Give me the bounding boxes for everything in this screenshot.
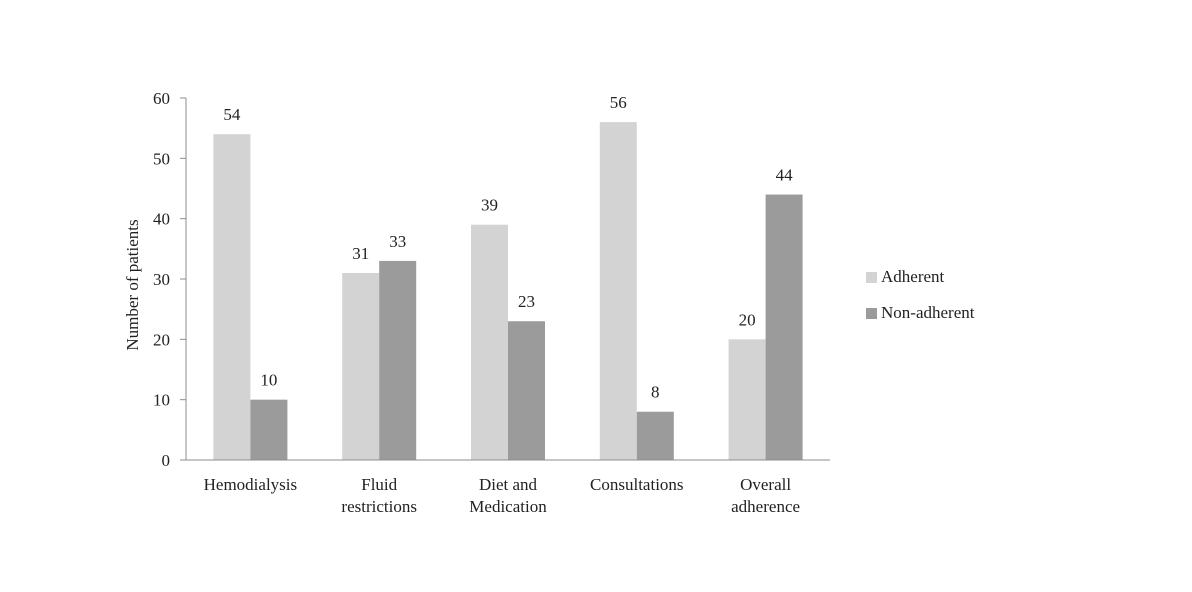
data-label: 20 — [739, 310, 756, 329]
y-tick-label: 20 — [153, 330, 170, 349]
bar-non-adherent — [379, 260, 417, 460]
bar-adherent — [599, 122, 637, 460]
legend: Adherent Non-adherent — [866, 267, 975, 322]
x-category-label: Hemodialysis — [204, 475, 298, 494]
y-tick-label: 50 — [153, 149, 170, 168]
y-axis-title: Number of patients — [123, 219, 142, 350]
data-label: 33 — [389, 232, 406, 251]
x-category-label: Fluid restrictions — [341, 475, 417, 516]
data-label: 39 — [481, 196, 498, 215]
legend-label: Adherent — [881, 267, 945, 286]
bars — [213, 122, 803, 461]
y-tick-label: 30 — [153, 270, 170, 289]
data-label: 44 — [776, 166, 794, 185]
bar-adherent — [342, 272, 380, 460]
y-tick-label: 60 — [153, 89, 170, 108]
bar-adherent — [213, 134, 251, 460]
x-category-label: Diet and Medication — [469, 475, 547, 516]
x-category-label: Overall adherence — [731, 475, 800, 516]
y-tick-label: 40 — [153, 210, 170, 229]
bar-non-adherent — [250, 399, 288, 460]
bar-non-adherent — [636, 411, 674, 460]
legend-swatch — [866, 272, 877, 283]
x-axis-category-labels: Hemodialysis Fluid restrictions Diet and Med… — [204, 475, 800, 516]
data-labels: 54 10 31 33 39 23 56 8 20 44 — [223, 93, 793, 402]
bar-adherent — [471, 224, 508, 460]
y-axis-ticks: 0 10 20 30 40 50 60 — [153, 89, 186, 470]
data-label: 56 — [610, 93, 627, 112]
legend-swatch — [866, 308, 877, 319]
y-tick-label: 0 — [162, 451, 171, 470]
bar-non-adherent — [508, 321, 545, 460]
data-label: 8 — [651, 383, 660, 402]
x-category-label: Consultations — [590, 475, 684, 494]
y-tick-label: 10 — [153, 391, 170, 410]
data-label: 10 — [260, 371, 277, 390]
legend-label: Non-adherent — [881, 303, 975, 322]
data-label: 31 — [352, 244, 369, 263]
data-label: 23 — [518, 292, 535, 311]
data-label: 54 — [223, 105, 241, 124]
bar-adherent — [728, 339, 766, 460]
bar-non-adherent — [765, 194, 803, 461]
